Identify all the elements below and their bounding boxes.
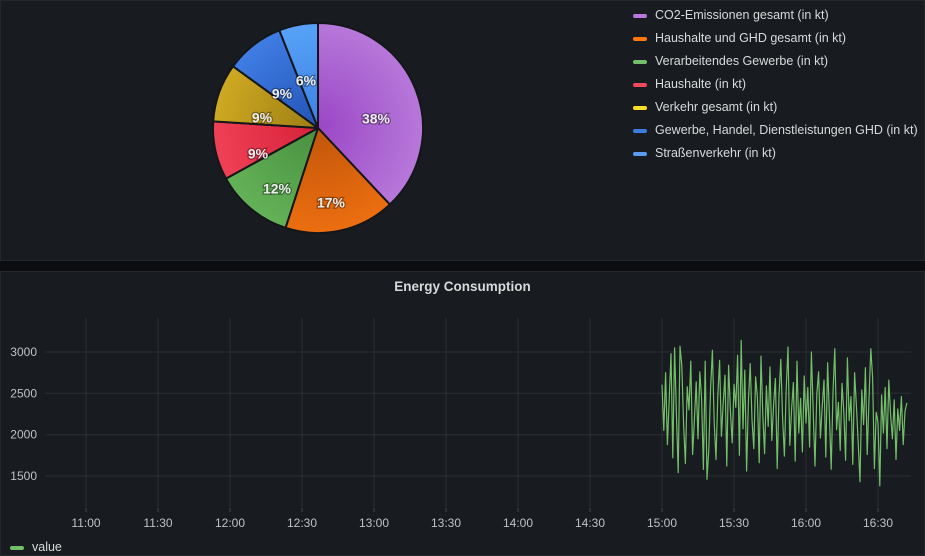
timeseries-panel: Energy Consumption 3000 2500 2000 1500 11:00… <box>0 271 925 556</box>
pie-slice <box>278 22 319 129</box>
legend-series-label: Gewerbe, Handel, Dienstleistungen GHD (i… <box>655 123 918 137</box>
pie-panel: 38% 17% 12% 9% 9% 9% 6% CO2-Emissionen gesamt … <box>0 0 925 261</box>
y-axis-label: 2500 <box>10 386 37 400</box>
legend-color-swatch <box>633 151 647 156</box>
pie-slice-percent-label: 17% <box>317 195 346 211</box>
x-axis-label: 14:00 <box>503 516 533 530</box>
legend-series-label: Verkehr gesamt (in kt) <box>655 100 778 114</box>
legend-color-swatch <box>633 36 647 41</box>
pie-slice-percent-label: 9% <box>248 146 269 162</box>
y-axis-label: 1500 <box>10 469 37 483</box>
pie-legend-item[interactable]: Straßenverkehr (in kt) <box>633 147 918 160</box>
y-axis-label: 3000 <box>10 345 37 359</box>
x-axis-label: 16:30 <box>863 516 893 530</box>
legend-series-label: value <box>32 540 62 554</box>
legend-series-label: Haushalte (in kt) <box>655 77 747 91</box>
pie-legend-item[interactable]: Verkehr gesamt (in kt) <box>633 101 918 114</box>
x-axis-label: 13:30 <box>431 516 461 530</box>
pie-slice-percent-label: 38% <box>362 111 391 127</box>
pie-slice-percent-label: 9% <box>252 110 273 126</box>
legend-series-label: CO2-Emissionen gesamt (in kt) <box>655 8 829 22</box>
x-axis-label: 12:30 <box>287 516 317 530</box>
pie-chart: 38%17%12%9%9%9%6% <box>212 22 424 234</box>
panel-title: Energy Consumption <box>394 279 531 294</box>
legend-series-label: Verarbeitendes Gewerbe (in kt) <box>655 54 829 68</box>
pie-legend-item[interactable]: Haushalte und GHD gesamt (in kt) <box>633 32 918 45</box>
x-axis-label: 16:00 <box>791 516 821 530</box>
y-axis-label: 2000 <box>10 428 37 442</box>
legend-series-label: Haushalte und GHD gesamt (in kt) <box>655 31 847 45</box>
pie-slice-percent-label: 6% <box>296 73 317 89</box>
pie-legend-item[interactable]: Gewerbe, Handel, Dienstleistungen GHD (i… <box>633 124 918 137</box>
legend-color-swatch <box>633 13 647 18</box>
x-axis-label: 14:30 <box>575 516 605 530</box>
legend-color-swatch <box>633 105 647 110</box>
pie-legend: CO2-Emissionen gesamt (in kt) Haushalte u… <box>633 9 918 160</box>
legend-color-swatch <box>633 82 647 87</box>
x-axis-label: 15:30 <box>719 516 749 530</box>
pie-slice <box>317 22 424 206</box>
series-line-value <box>661 339 908 487</box>
pie-legend-item[interactable]: CO2-Emissionen gesamt (in kt) <box>633 9 918 22</box>
x-axis-label: 11:30 <box>143 516 172 530</box>
x-axis-label: 12:00 <box>215 516 245 530</box>
legend-color-swatch <box>633 59 647 64</box>
pie-slice-percent-label: 12% <box>263 181 292 197</box>
timeseries-legend-item[interactable]: value <box>10 541 62 554</box>
legend-color-swatch <box>633 128 647 133</box>
grid-lines <box>45 318 911 507</box>
pie-legend-item[interactable]: Haushalte (in kt) <box>633 78 918 91</box>
x-axis-label: 11:00 <box>71 516 100 530</box>
pie-slice-percent-label: 9% <box>272 86 293 102</box>
x-axis-label: 13:00 <box>359 516 389 530</box>
legend-color-swatch <box>10 545 24 550</box>
pie-slice <box>224 127 319 229</box>
x-axis-label: 15:00 <box>647 516 677 530</box>
legend-series-label: Straßenverkehr (in kt) <box>655 146 776 160</box>
pie-legend-item[interactable]: Verarbeitendes Gewerbe (in kt) <box>633 55 918 68</box>
timeseries-chart[interactable]: 3000 2500 2000 1500 11:00 11:30 12:00 12:30 13:0… <box>1 272 924 555</box>
pie-slice <box>284 127 391 234</box>
